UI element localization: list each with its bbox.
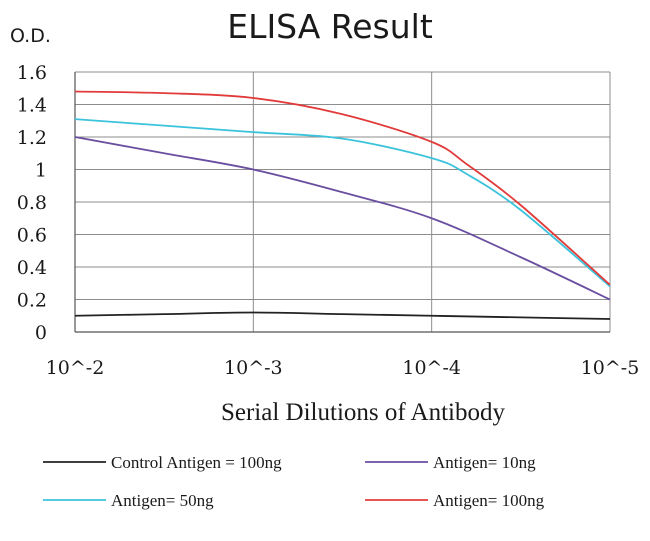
y-axis-label: O.D. <box>10 25 51 47</box>
y-tick-label: 0.6 <box>17 225 47 247</box>
y-tick-label: 0.8 <box>17 192 47 214</box>
series-line-1 <box>74 136 611 301</box>
x-tick-label: 10^-5 <box>581 357 640 379</box>
y-tick-label: 1.6 <box>17 62 47 84</box>
y-tick-label: 1 <box>35 160 47 182</box>
y-tick-label: 0 <box>35 322 47 344</box>
legend-label-1: Antigen= 10ng <box>433 453 536 472</box>
x-tick-label: 10^-2 <box>46 357 105 379</box>
legend-label-3: Antigen= 100ng <box>433 491 545 510</box>
y-tick-labels: 0 0.2 0.4 0.6 0.8 1 1.2 1.4 1.6 <box>17 62 47 344</box>
y-tick-label: 1.2 <box>17 127 47 149</box>
x-axis-label: Serial Dilutions of Antibody <box>221 399 506 426</box>
x-tick-label: 10^-4 <box>402 357 461 379</box>
x-tick-label: 10^-3 <box>224 357 283 379</box>
chart-title: ELISA Result <box>227 7 433 46</box>
y-tick-label: 0.4 <box>17 257 47 279</box>
x-tick-labels: 10^-2 10^-3 10^-4 10^-5 <box>46 357 640 379</box>
grid-lines <box>74 71 611 333</box>
legend: Control Antigen = 100ng Antigen= 10ng Anti… <box>43 453 545 510</box>
y-tick-label: 0.2 <box>17 290 47 312</box>
series-line-3 <box>74 90 611 286</box>
series-lines <box>74 90 611 320</box>
legend-label-0: Control Antigen = 100ng <box>111 453 282 472</box>
legend-label-2: Antigen= 50ng <box>111 491 214 510</box>
axes <box>74 72 610 333</box>
series-line-2 <box>74 118 611 288</box>
y-tick-label: 1.4 <box>17 95 47 117</box>
series-line-0 <box>74 311 611 320</box>
